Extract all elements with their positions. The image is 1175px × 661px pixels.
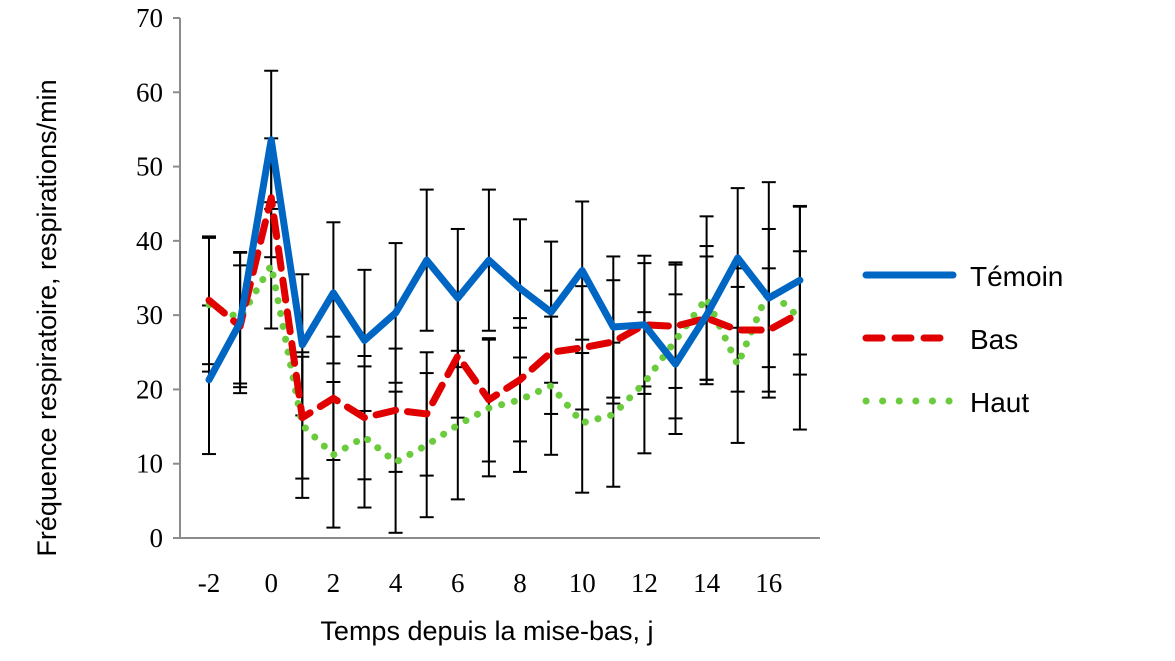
x-tick-label: 6: [451, 568, 465, 598]
series-lines: [205, 136, 804, 466]
x-axis-title: Temps depuis la mise-bas, j: [320, 616, 653, 646]
legend-label: Bas: [970, 324, 1018, 355]
y-tick-label: 40: [136, 226, 163, 256]
y-tick-label: 60: [136, 77, 163, 107]
x-tick-label: 12: [631, 568, 658, 598]
y-tick-label: 50: [136, 152, 163, 182]
y-tick-label: 70: [136, 3, 163, 33]
x-tick-label: 2: [327, 568, 341, 598]
legend-label: Haut: [970, 387, 1029, 418]
series-line-haut: [205, 261, 804, 466]
legend: Témoin Bas Haut: [862, 261, 1063, 418]
x-tick-label: 16: [755, 568, 782, 598]
series-line-témoin: [205, 136, 804, 384]
y-tick-label: 10: [136, 449, 163, 479]
x-tick-label: 10: [569, 568, 596, 598]
x-tick-label: -2: [198, 568, 221, 598]
y-axis-title: Fréquence respiratoire, respirations/min: [32, 79, 62, 556]
x-tick-label: 4: [389, 568, 403, 598]
y-tick-label: 30: [136, 300, 163, 330]
y-tick-label: 20: [136, 374, 163, 404]
x-tick-label: 14: [693, 568, 721, 598]
legend-label: Témoin: [970, 261, 1063, 292]
y-ticks: 0 10 20 30 40 50 60 70: [136, 3, 180, 553]
x-tick-label: 0: [264, 568, 278, 598]
y-tick-label: 0: [150, 523, 164, 553]
x-ticks: -2 0 2 4 6 8 10 12 14 16: [198, 568, 783, 598]
x-tick-label: 8: [513, 568, 527, 598]
